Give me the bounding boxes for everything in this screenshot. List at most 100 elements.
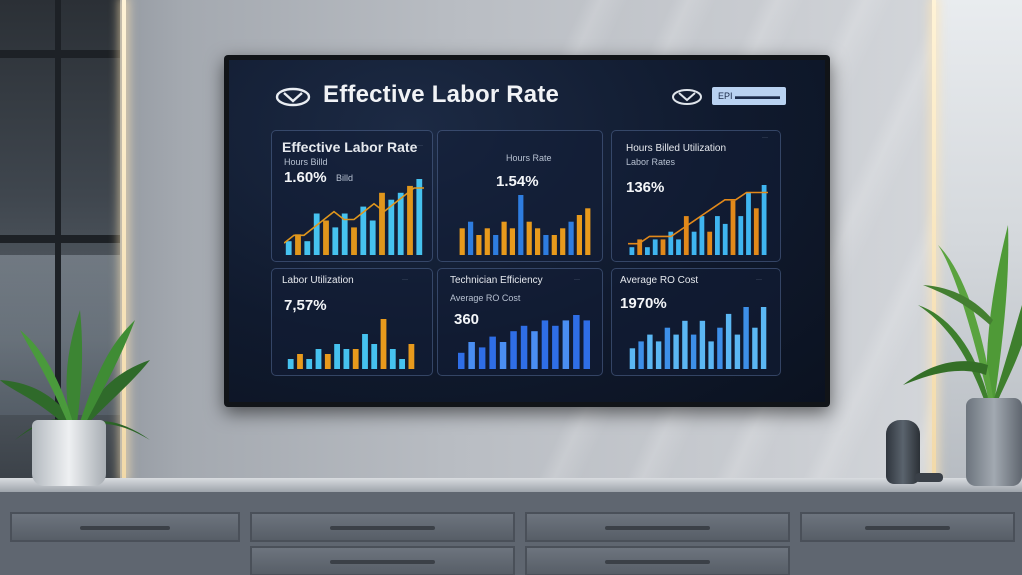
chart-bar	[499, 342, 507, 369]
plant-pot	[32, 420, 106, 486]
dashboard-screen: Effective Labor Rate EPI ▬▬▬▬▬ Effective…	[229, 60, 825, 402]
led-light-strip	[932, 0, 936, 480]
chart-bar	[647, 334, 653, 369]
chart-bar	[399, 359, 405, 369]
chart-trend-line	[284, 187, 424, 244]
chart-bar	[501, 221, 507, 255]
chart-bar	[518, 195, 524, 255]
chart-bar	[509, 228, 515, 255]
chart-bar	[323, 220, 329, 255]
chart-bar	[287, 359, 294, 369]
panel-value-suffix: Billd	[336, 173, 354, 183]
chart-bar	[717, 327, 723, 369]
average-ro-cost-chart	[629, 307, 767, 369]
chart-bar	[583, 320, 590, 369]
chart-bar	[738, 216, 744, 255]
chart-bar	[484, 228, 490, 255]
chart-bar	[638, 341, 644, 369]
chart-bar	[369, 220, 376, 255]
cabinet	[0, 480, 1022, 575]
panel-value: 360	[454, 311, 480, 328]
chart-bar	[761, 185, 767, 255]
chart-bar	[730, 200, 736, 255]
panel-subtitle: Hours Rate	[506, 153, 552, 163]
panel-value: 1.60%	[284, 169, 327, 186]
chart-bar	[332, 227, 339, 255]
chart-bar	[725, 313, 732, 369]
chart-bar	[468, 342, 475, 369]
chart-bar	[352, 349, 359, 369]
chart-bar	[690, 334, 697, 369]
more-icon[interactable]: ···	[756, 277, 762, 283]
plant-left-icon	[0, 310, 150, 440]
wall-mounted-tv: Effective Labor Rate EPI ▬▬▬▬▬ Effective…	[224, 55, 830, 407]
panel-title: Hours Billed Utilization	[626, 143, 727, 154]
drawer[interactable]	[800, 512, 1015, 542]
brand-logo-small-icon	[672, 89, 702, 105]
panel-value: 1970%	[620, 295, 667, 312]
chart-bar	[341, 213, 348, 255]
chart-bar	[585, 208, 591, 255]
panel-technician-efficiency[interactable]: Technician Efficiency ··· Average RO Cos…	[437, 268, 603, 376]
chart-bar	[478, 347, 486, 369]
panel-subtitle: Hours Billd	[284, 157, 328, 167]
chart-bar	[360, 206, 367, 255]
chart-bar	[459, 228, 465, 255]
chart-bar	[691, 231, 697, 255]
panel-average-ro-cost[interactable]: Average RO Cost ··· 1970%	[611, 268, 781, 376]
chart-bar	[573, 315, 580, 369]
chart-bar	[476, 235, 482, 255]
chart-bar	[752, 327, 758, 369]
drawer[interactable]	[250, 512, 515, 542]
panel-hours-rate[interactable]: Hours Rate 1.54%	[437, 130, 603, 262]
panel-effective-labor-rate[interactable]: Effective Labor Rate Hours Billd 1.60% B…	[271, 130, 433, 262]
drawer[interactable]	[525, 512, 790, 542]
chart-bar	[746, 192, 751, 255]
chart-bar	[468, 221, 474, 255]
more-icon[interactable]: ···	[417, 143, 423, 149]
chart-bar	[645, 247, 650, 255]
chart-bar	[379, 192, 385, 255]
chart-bar	[297, 354, 303, 369]
chart-bar	[324, 354, 331, 369]
chart-bar	[416, 179, 423, 255]
chart-bar	[510, 331, 517, 369]
panel-labor-utilization[interactable]: Labor Utilization ··· 7,57%	[271, 268, 433, 376]
drawer[interactable]	[525, 546, 790, 575]
chart-bar	[683, 216, 689, 255]
chart-bar	[753, 208, 759, 255]
chart-bar	[535, 228, 541, 255]
panel-title: Average RO Cost	[620, 275, 699, 286]
more-icon[interactable]: ···	[402, 277, 408, 283]
chart-bar	[397, 192, 404, 255]
panel-subtitle: Average RO Cost	[450, 293, 521, 303]
drawer[interactable]	[250, 546, 515, 575]
chart-bar	[668, 231, 674, 255]
chart-bar	[531, 331, 538, 369]
plant-right-icon	[903, 225, 1022, 405]
chart-bar	[520, 325, 528, 369]
chart-bar	[362, 334, 368, 369]
chart-bar	[313, 213, 320, 255]
labor-rate-chart	[284, 179, 424, 255]
decorative-dish	[915, 473, 943, 482]
drawer[interactable]	[10, 512, 240, 542]
chart-bar	[655, 341, 662, 369]
chart-bar	[637, 239, 643, 255]
more-icon[interactable]: ···	[762, 135, 768, 141]
chart-bar	[493, 235, 499, 255]
more-icon[interactable]: ···	[574, 277, 580, 283]
chart-bar	[388, 199, 395, 255]
chart-bar	[699, 216, 705, 255]
chart-bar	[664, 327, 671, 369]
utilization-chart	[628, 185, 768, 255]
chart-bar	[743, 307, 749, 369]
chart-bar	[543, 235, 549, 255]
chart-bar	[676, 239, 681, 255]
chart-bar	[699, 320, 706, 369]
chart-bar	[489, 336, 496, 369]
chart-bar	[351, 227, 357, 255]
chart-bar	[652, 239, 658, 255]
panel-title: Labor Utilization	[282, 275, 354, 286]
panel-hours-billed-utilization[interactable]: Hours Billed Utilization Labor Rates 136…	[611, 130, 781, 262]
